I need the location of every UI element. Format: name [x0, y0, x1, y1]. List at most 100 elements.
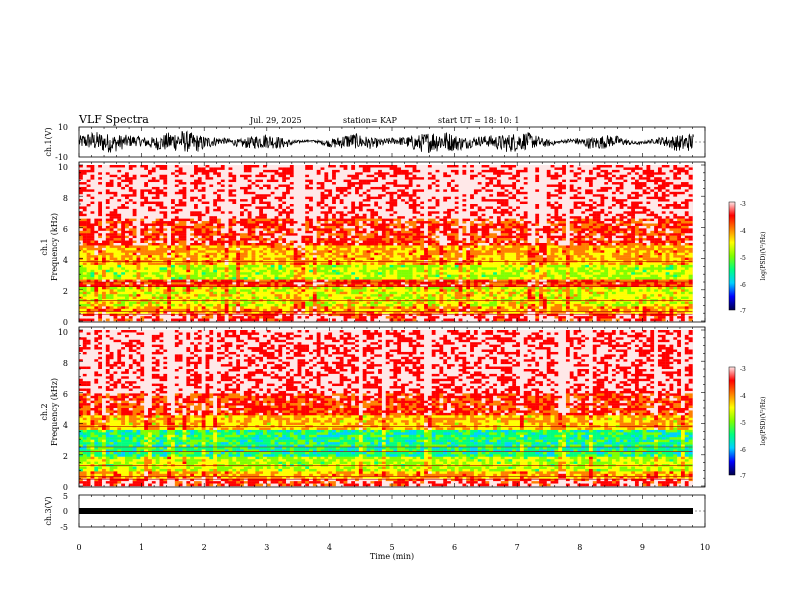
spectrogram-cell [366, 245, 371, 249]
spectrogram-cell [151, 204, 156, 207]
spectrogram-cell [102, 238, 107, 241]
spectrogram-cell [186, 301, 191, 305]
spectrogram-cell [217, 282, 222, 285]
spectrogram-cell [358, 294, 363, 297]
spectrogram-cell [182, 189, 187, 193]
spectrogram-cell [309, 277, 314, 280]
spectrogram-cell [259, 289, 264, 292]
spectrogram-cell [255, 243, 260, 246]
spectrogram-cell [228, 282, 233, 285]
spectrogram-cell [324, 204, 329, 207]
spectrogram-cell [117, 225, 122, 229]
spectrogram-cell [278, 172, 283, 175]
spectrogram-cell [324, 201, 329, 205]
spectrogram-cell [201, 199, 206, 202]
spectrogram-cell [355, 167, 360, 171]
spectrogram-cell [105, 264, 110, 268]
spectrogram-cell [301, 206, 306, 210]
spectrogram-cell [125, 223, 130, 227]
spectrogram-cell [102, 221, 107, 224]
spectrogram-cell [328, 299, 333, 302]
spectrogram-cell [351, 179, 356, 183]
spectrogram-cell [278, 284, 283, 288]
spectrogram-cell [125, 172, 130, 175]
spectrogram-cell [263, 284, 268, 288]
spectrogram-cell [86, 262, 91, 266]
spectrogram-cell [197, 177, 202, 180]
spectrogram-cell [132, 221, 137, 224]
spectrogram-cell [358, 277, 363, 280]
spectrogram-cell [224, 218, 229, 222]
spectrogram-cell [274, 264, 279, 268]
spectrogram-cell [113, 196, 118, 200]
spectrogram-cell [289, 211, 294, 214]
spectrogram-cell [171, 184, 176, 188]
spectrogram-cell [251, 213, 256, 217]
spectrogram-cell [312, 272, 317, 275]
spectrogram-cell [197, 230, 202, 234]
spectrogram-cell [309, 294, 314, 297]
spectrogram-cell [243, 291, 248, 295]
spectrogram-cell [144, 245, 149, 249]
spectrogram-cell [148, 286, 153, 290]
spectrogram-cell [186, 260, 191, 263]
spectrogram-cell [205, 204, 210, 207]
spectrogram-cell [366, 311, 371, 314]
spectrogram-cell [105, 177, 110, 180]
spectrogram-cell [140, 167, 145, 171]
spectrogram-cell [163, 165, 168, 168]
spectrogram-cell [251, 296, 256, 300]
spectrogram-cell [140, 296, 145, 300]
spectrogram-cell [174, 282, 179, 285]
spectrogram-cell [247, 260, 252, 263]
spectrogram-cell [305, 296, 310, 300]
spectrogram-cell [324, 169, 329, 173]
spectrogram-cell [286, 238, 291, 241]
spectrogram-cell [297, 260, 302, 263]
spectrogram-cell [174, 299, 179, 302]
spectrogram-cell [171, 206, 176, 210]
spectrogram-cell [374, 186, 379, 190]
spectrogram-cell [113, 260, 118, 263]
spectrogram-cell [247, 303, 252, 307]
spectrogram-cell [79, 240, 84, 244]
spectrogram-cell [201, 235, 206, 239]
spectrogram-cell [351, 301, 356, 305]
spectrogram-cell [240, 225, 245, 229]
spectrogram-cell [190, 169, 195, 173]
spectrogram-cell [335, 267, 340, 271]
spectrogram-cell [190, 174, 195, 178]
spectrogram-cell [201, 286, 206, 290]
spectrogram-cell [186, 182, 191, 185]
spectrogram-cell [86, 172, 91, 175]
spectrogram-cell [251, 177, 256, 180]
spectrogram-cell [171, 303, 176, 307]
spectrogram-cell [236, 165, 241, 168]
spectrogram-cell [190, 238, 195, 241]
spectrogram-cell [312, 306, 317, 310]
spectrogram-cell [213, 233, 218, 236]
spectrogram-cell [109, 269, 114, 273]
spectrogram-cell [266, 177, 271, 180]
spectrogram-cell [190, 277, 195, 280]
spectrogram-cell [167, 308, 172, 312]
spectrogram-cell [305, 206, 310, 210]
spectrogram-cell [220, 306, 225, 310]
spectrogram-cell [320, 240, 325, 244]
spectrogram-cell [266, 184, 271, 188]
spectrogram-cell [255, 238, 260, 241]
spectrogram-cell [320, 250, 325, 253]
spectrogram-cell [163, 262, 168, 266]
spectrogram-cell [167, 252, 172, 256]
spectrogram-cell [297, 262, 302, 266]
spectrogram-cell [178, 318, 183, 322]
spectrogram-cell [125, 194, 130, 197]
spectrogram-cell [86, 206, 91, 210]
spectrogram-cell [132, 247, 137, 251]
spectrogram-cell [259, 311, 264, 314]
spectrogram-cell [301, 230, 306, 234]
spectrogram-cell [263, 311, 268, 314]
spectrogram-cell [255, 235, 260, 239]
spectrogram-cell [194, 291, 199, 295]
spectrogram-cell [182, 194, 187, 197]
